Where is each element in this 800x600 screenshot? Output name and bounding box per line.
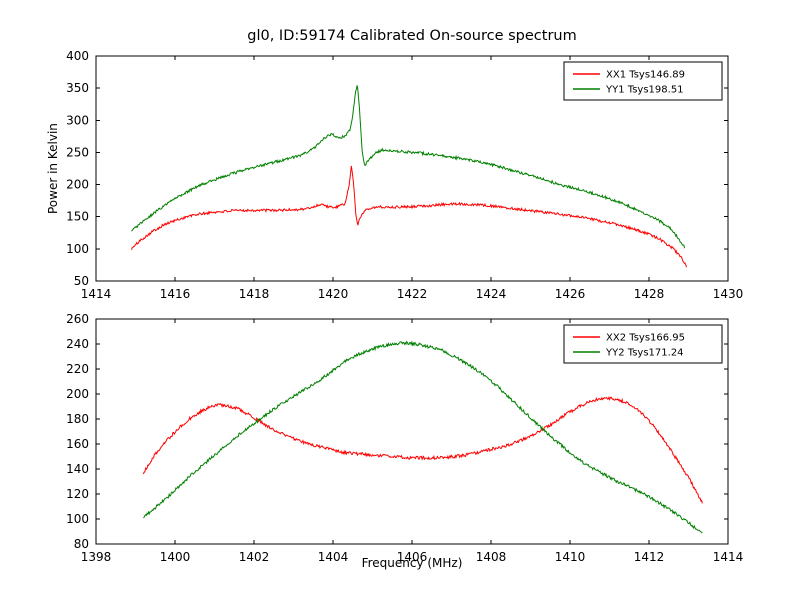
subplot-0: 1414 1416 1418 1420 1422 1424 1426 1428 1430 50 10… bbox=[66, 49, 743, 301]
legend: XX2 Tsys166.95 YY2 Tsys171.24 bbox=[563, 324, 723, 364]
y-tick-label: 220 bbox=[66, 362, 89, 376]
y-tick-label: 400 bbox=[66, 49, 89, 63]
y-tick-label: 260 bbox=[66, 312, 89, 326]
x-tick-label: 1428 bbox=[634, 287, 665, 301]
y-tick-label: 80 bbox=[74, 537, 89, 551]
legend-label: XX2 Tsys166.95 bbox=[606, 333, 685, 344]
y-tick-label: 180 bbox=[66, 412, 89, 426]
x-tick-label: 1406 bbox=[397, 550, 428, 564]
y-tick-label: 300 bbox=[66, 113, 89, 127]
figure-title: gl0, ID:59174 Calibrated On-source spect… bbox=[247, 28, 577, 44]
subplot-1: 1398 1400 1402 1404 1406 1408 1410 1412 1414 80 10… bbox=[66, 312, 743, 564]
y-tick-label: 350 bbox=[66, 81, 89, 95]
y-tick-label: 200 bbox=[66, 387, 89, 401]
x-tick-label: 1408 bbox=[476, 550, 507, 564]
y-tick-label: 250 bbox=[66, 145, 89, 159]
x-tick-label: 1424 bbox=[476, 287, 507, 301]
x-axis-label: Frequency (MHz) bbox=[361, 556, 463, 570]
legend-label: YY2 Tsys171.24 bbox=[605, 348, 684, 359]
y-axis-label: Power in Kelvin bbox=[46, 123, 60, 214]
x-tick-label: 1418 bbox=[239, 287, 270, 301]
y-tick-label: 150 bbox=[66, 210, 89, 224]
series-line-yy2 bbox=[143, 340, 703, 534]
y-tick-label: 50 bbox=[74, 274, 89, 288]
x-tick-label: 1416 bbox=[160, 287, 191, 301]
series-line-yy1 bbox=[131, 85, 686, 249]
y-tick-label: 240 bbox=[66, 337, 89, 351]
legend-label: YY1 Tsys198.51 bbox=[605, 85, 684, 96]
x-tick-label: 1420 bbox=[318, 287, 349, 301]
x-tick-label: 1414 bbox=[713, 550, 744, 564]
legend: XX1 Tsys146.89 YY1 Tsys198.51 bbox=[563, 61, 723, 101]
series-line-xx2 bbox=[142, 395, 703, 504]
y-tick-label: 140 bbox=[66, 462, 89, 476]
y-tick-label: 120 bbox=[66, 487, 89, 501]
legend-box bbox=[563, 61, 723, 101]
series-line-xx1 bbox=[131, 165, 688, 268]
x-tick-label: 1402 bbox=[239, 550, 270, 564]
y-tick-label: 100 bbox=[66, 512, 89, 526]
x-tick-label: 1426 bbox=[555, 287, 586, 301]
x-tick-label: 1412 bbox=[634, 550, 665, 564]
x-tick-label: 1430 bbox=[713, 287, 744, 301]
x-tick-label: 1404 bbox=[318, 550, 349, 564]
x-tick-label: 1414 bbox=[81, 287, 112, 301]
x-tick-label: 1400 bbox=[160, 550, 191, 564]
legend-box bbox=[563, 324, 723, 364]
legend-label: XX1 Tsys146.89 bbox=[606, 70, 685, 81]
y-tick-label: 200 bbox=[66, 178, 89, 192]
y-tick-label: 100 bbox=[66, 242, 89, 256]
x-tick-label: 1398 bbox=[81, 550, 112, 564]
y-tick-label: 160 bbox=[66, 437, 89, 451]
x-tick-label: 1422 bbox=[397, 287, 428, 301]
x-tick-label: 1410 bbox=[555, 550, 586, 564]
